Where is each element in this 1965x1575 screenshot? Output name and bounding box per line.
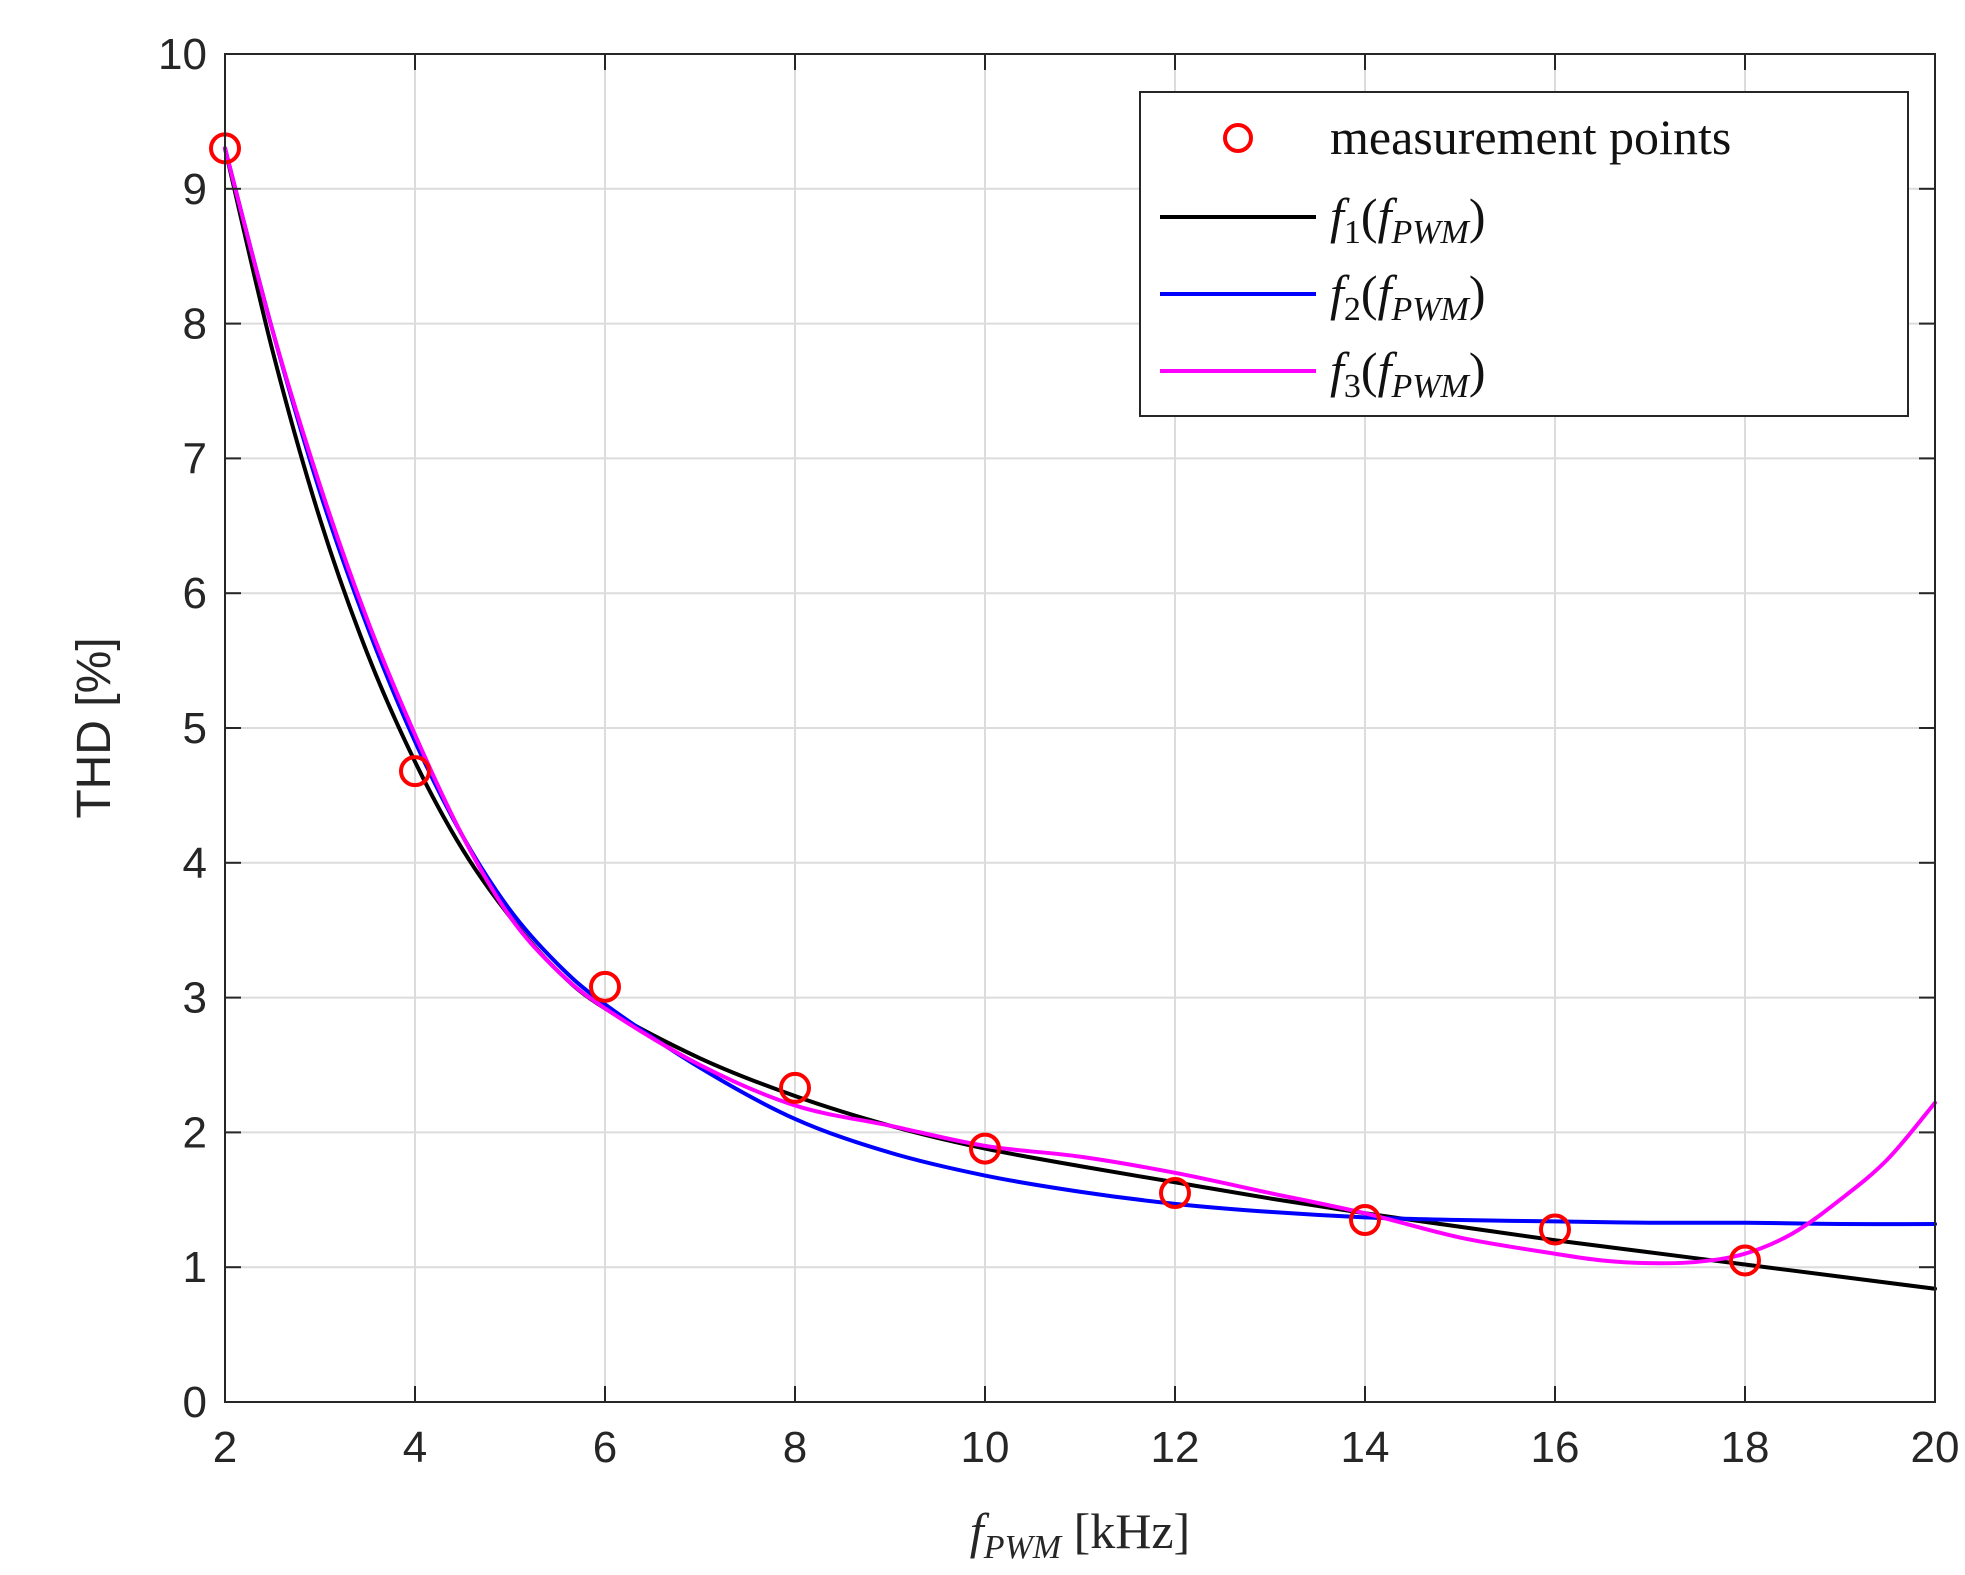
measurement-markers (209, 132, 1761, 1277)
legend-f3-index: 3 (1344, 368, 1361, 405)
x-tick-label: 20 (1911, 1423, 1960, 1472)
legend-f1-arg: PWM (1390, 214, 1470, 251)
legend-marker-measurement (1223, 123, 1253, 153)
legend-box (1139, 91, 1909, 417)
measurement-point (1729, 1244, 1761, 1277)
measurement-point (779, 1071, 811, 1104)
y-tick-label: 2 (183, 1108, 207, 1157)
x-tick-label: 8 (783, 1423, 807, 1472)
y-tick-label: 6 (183, 569, 207, 618)
x-tick-label: 18 (1721, 1423, 1770, 1472)
legend-f2-arg: PWM (1390, 291, 1470, 328)
legend: measurement points f1(fPWM) f2(fPWM) f3(… (1139, 91, 1909, 417)
measurement-point (969, 1132, 1001, 1165)
x-tick-label: 14 (1341, 1423, 1390, 1472)
y-axis-label: THD [%] (68, 637, 121, 818)
x-tick-label: 2 (213, 1423, 237, 1472)
y-tick-label: 4 (183, 839, 207, 888)
legend-f2-index: 2 (1344, 291, 1361, 328)
measurement-point (399, 755, 431, 788)
legend-label-f2: f2(fPWM) (1330, 265, 1486, 328)
series-line-f1 (223, 146, 1937, 1291)
y-tick-label: 5 (183, 704, 207, 753)
legend-f3-arg: PWM (1390, 368, 1470, 405)
x-axis-label: fPWM [kHz] (970, 1503, 1190, 1566)
y-tick-label: 3 (183, 974, 207, 1023)
series-line-f3 (223, 146, 1937, 1266)
y-tick-label: 1 (183, 1243, 207, 1292)
measurement-point (1159, 1177, 1191, 1210)
y-tick-label: 9 (183, 165, 207, 214)
x-tick-label: 16 (1531, 1423, 1580, 1472)
measurement-point (1539, 1213, 1571, 1246)
x-tick-label: 4 (403, 1423, 427, 1472)
y-tick-label: 0 (183, 1378, 207, 1427)
measurement-point (1349, 1204, 1381, 1237)
x-tick-label: 10 (961, 1423, 1010, 1472)
legend-label-measurement: measurement points (1330, 109, 1731, 165)
x-axis-label-unit: [kHz] (1061, 1503, 1190, 1559)
legend-f1-index: 1 (1344, 214, 1361, 251)
measurement-point (589, 970, 621, 1003)
y-tick-label: 10 (158, 30, 207, 79)
x-axis-label-subscript: PWM (983, 1529, 1063, 1566)
y-tick-label: 8 (183, 300, 207, 349)
x-tick-label: 12 (1151, 1423, 1200, 1472)
y-tick-label: 7 (183, 434, 207, 483)
x-tick-label: 6 (593, 1423, 617, 1472)
